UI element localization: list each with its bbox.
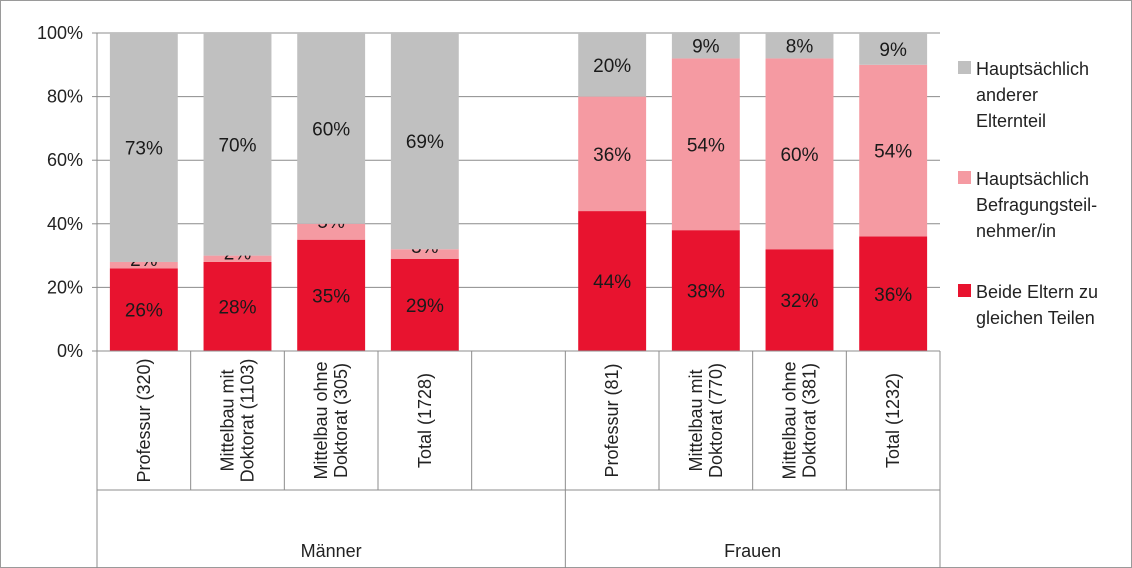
bar-segment — [109, 268, 178, 351]
bar-segment — [203, 33, 272, 256]
bar-segment — [765, 33, 834, 59]
data-label: 36% — [874, 285, 912, 306]
data-label: 9% — [692, 37, 720, 58]
y-tick-label: 80% — [47, 87, 83, 107]
bar-segment — [203, 255, 272, 262]
data-label: 44% — [593, 272, 631, 293]
data-label: 69% — [406, 132, 444, 153]
bar-segment — [109, 33, 178, 262]
data-label: 28% — [218, 297, 256, 318]
legend-swatch — [958, 61, 971, 74]
data-label: 38% — [687, 282, 725, 303]
bar-segment — [578, 96, 647, 212]
bar-segment — [578, 211, 647, 351]
bar-segment — [390, 33, 459, 250]
bar-segment — [859, 236, 928, 351]
bar-segment — [671, 33, 740, 59]
bars: 26%2%73%28%2%70%35%5%60%29%3%69%44%36%20… — [109, 33, 928, 351]
data-label: 8% — [786, 37, 814, 58]
group-label: Männer — [301, 541, 362, 561]
data-label: 35% — [312, 286, 350, 307]
legend-swatch — [958, 284, 971, 297]
group-label: Frauen — [724, 541, 781, 561]
data-label: 54% — [874, 142, 912, 163]
bar-segment — [109, 261, 178, 269]
bar-segment — [859, 64, 928, 237]
data-label: 60% — [312, 119, 350, 140]
data-label: 70% — [218, 135, 256, 156]
bar-segment — [859, 33, 928, 65]
legend-label: anderer — [976, 85, 1038, 105]
data-label: 32% — [780, 291, 818, 312]
data-label: 60% — [780, 145, 818, 166]
bar-segment — [297, 33, 366, 224]
category-label: Mittelbau mit — [218, 369, 238, 471]
data-label: 73% — [125, 138, 163, 159]
category-label: Doktorat (1103) — [238, 359, 258, 483]
bar-segment — [390, 249, 459, 259]
y-tick-label: 100% — [37, 23, 83, 43]
category-label: Doktorat (770) — [706, 363, 726, 478]
legend-label: Beide Eltern zu — [976, 282, 1098, 302]
axes: 0% 20% 40% 60% 80% 100% Professur (320) Mittelb… — [37, 23, 941, 568]
data-label: 54% — [687, 135, 725, 156]
bar-segment — [390, 258, 459, 351]
y-tick-label: 20% — [47, 277, 83, 297]
bar-segment — [578, 33, 647, 97]
category-label: Mittelbau ohne — [311, 361, 331, 479]
bar-segment — [297, 223, 366, 240]
legend-label: Elternteil — [976, 111, 1046, 131]
data-label: 36% — [593, 145, 631, 166]
bar-segment — [203, 261, 272, 351]
y-tick-label: 60% — [47, 150, 83, 170]
bar-segment — [671, 230, 740, 351]
category-label: Total (1232) — [883, 373, 903, 468]
legend: Hauptsächlich anderer Elternteil Hauptsächl… — [958, 59, 1098, 328]
data-label: 26% — [125, 301, 163, 322]
legend-swatch — [958, 171, 971, 184]
bar-segment — [671, 58, 740, 231]
data-label: 29% — [406, 296, 444, 317]
category-label: Mittelbau ohne — [780, 361, 800, 479]
data-label: 20% — [593, 56, 631, 77]
y-tick-label: 40% — [47, 214, 83, 234]
category-label: Doktorat (381) — [800, 363, 820, 478]
bar-segment — [765, 249, 834, 351]
bar-segment — [765, 58, 834, 250]
category-label: Mittelbau mit — [686, 369, 706, 471]
category-label: Professur (81) — [602, 363, 622, 477]
data-label: 9% — [879, 40, 907, 61]
legend-label: Befragungsteil- — [976, 195, 1097, 215]
category-label: Doktorat (305) — [331, 363, 351, 478]
category-label: Professur (320) — [134, 358, 154, 482]
legend-label: nehmer/in — [976, 221, 1056, 241]
legend-label: Hauptsächlich — [976, 59, 1089, 79]
category-label: Total (1728) — [415, 373, 435, 468]
legend-label: Hauptsächlich — [976, 169, 1089, 189]
legend-label: gleichen Teilen — [976, 308, 1095, 328]
y-tick-label: 0% — [57, 341, 83, 361]
bar-segment — [297, 239, 366, 351]
